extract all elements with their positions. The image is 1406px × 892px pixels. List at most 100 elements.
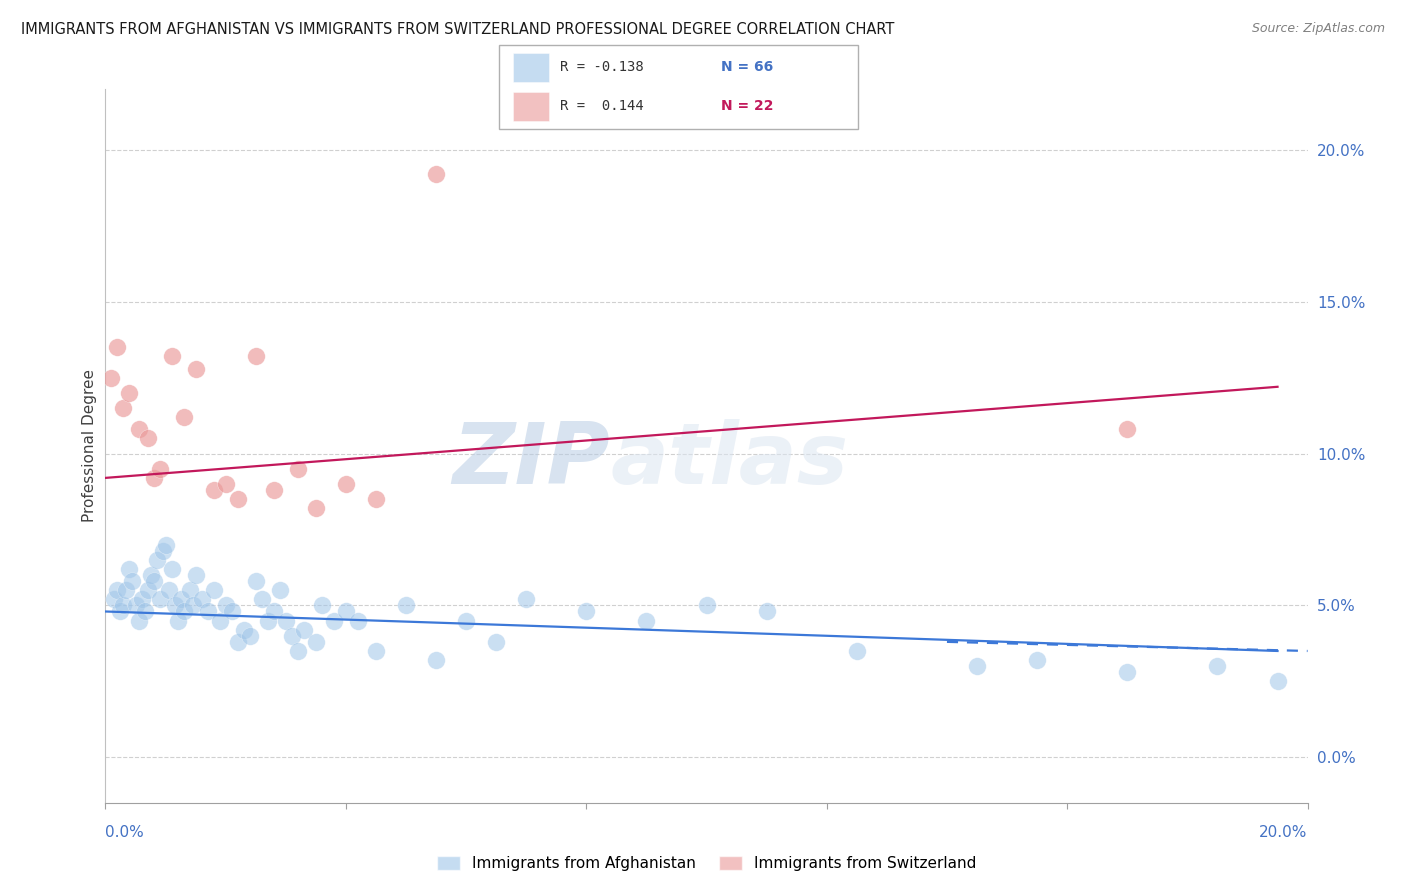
Point xyxy=(226,492,249,507)
Y-axis label: Professional Degree: Professional Degree xyxy=(82,369,97,523)
Point xyxy=(112,599,135,613)
Point xyxy=(112,401,135,415)
Point xyxy=(152,543,174,558)
Point xyxy=(322,614,344,628)
Point xyxy=(136,583,159,598)
Point xyxy=(305,635,328,649)
Point xyxy=(110,605,132,619)
Point xyxy=(1116,665,1139,680)
Point xyxy=(636,614,658,628)
Point xyxy=(118,562,141,576)
Point xyxy=(226,635,249,649)
Point xyxy=(425,167,447,181)
Point xyxy=(364,492,387,507)
Point xyxy=(169,592,191,607)
Point xyxy=(395,599,418,613)
Bar xyxy=(513,92,550,120)
Point xyxy=(173,410,195,425)
Point xyxy=(181,599,204,613)
Point xyxy=(1116,422,1139,436)
Point xyxy=(148,462,170,476)
Text: N = 66: N = 66 xyxy=(721,61,773,74)
Point xyxy=(107,340,129,354)
Point xyxy=(128,614,150,628)
Text: IMMIGRANTS FROM AFGHANISTAN VS IMMIGRANTS FROM SWITZERLAND PROFESSIONAL DEGREE C: IMMIGRANTS FROM AFGHANISTAN VS IMMIGRANT… xyxy=(21,22,894,37)
Point xyxy=(115,583,138,598)
Point xyxy=(456,614,478,628)
FancyBboxPatch shape xyxy=(499,45,858,129)
Point xyxy=(256,614,278,628)
Point xyxy=(134,605,156,619)
Text: ZIP: ZIP xyxy=(453,418,610,502)
Point xyxy=(173,605,195,619)
Point xyxy=(239,629,262,643)
Point xyxy=(179,583,201,598)
Point xyxy=(202,583,225,598)
Point xyxy=(575,605,598,619)
Point xyxy=(515,592,537,607)
Point xyxy=(145,553,167,567)
Point xyxy=(232,623,254,637)
Point xyxy=(163,599,186,613)
Point xyxy=(100,370,122,384)
Text: atlas: atlas xyxy=(610,418,848,502)
Point xyxy=(287,462,309,476)
Point xyxy=(269,583,291,598)
Point xyxy=(335,477,357,491)
Point xyxy=(274,614,297,628)
Point xyxy=(364,644,387,658)
Point xyxy=(157,583,180,598)
Point xyxy=(696,599,718,613)
Point xyxy=(160,562,183,576)
Legend: Immigrants from Afghanistan, Immigrants from Switzerland: Immigrants from Afghanistan, Immigrants … xyxy=(430,850,983,877)
Point xyxy=(131,592,153,607)
Text: 0.0%: 0.0% xyxy=(105,825,145,840)
Point xyxy=(1267,674,1289,689)
Point xyxy=(214,477,236,491)
Text: R = -0.138: R = -0.138 xyxy=(560,61,644,74)
Point xyxy=(160,350,183,364)
Text: N = 22: N = 22 xyxy=(721,100,773,113)
Point xyxy=(136,431,159,445)
Point xyxy=(118,385,141,400)
Point xyxy=(214,599,236,613)
Point xyxy=(292,623,315,637)
Point xyxy=(305,501,328,516)
Point xyxy=(335,605,357,619)
Point xyxy=(287,644,309,658)
Text: R =  0.144: R = 0.144 xyxy=(560,100,644,113)
Point xyxy=(485,635,508,649)
Point xyxy=(166,614,188,628)
Point xyxy=(184,361,207,376)
Point xyxy=(311,599,333,613)
Point xyxy=(250,592,273,607)
Point xyxy=(139,568,162,582)
Point xyxy=(202,483,225,497)
Point xyxy=(425,653,447,667)
Point xyxy=(128,422,150,436)
Point xyxy=(142,471,165,485)
Text: Source: ZipAtlas.com: Source: ZipAtlas.com xyxy=(1251,22,1385,36)
Point xyxy=(121,574,143,588)
Point xyxy=(208,614,231,628)
Point xyxy=(966,659,988,673)
Point xyxy=(107,583,129,598)
Point xyxy=(155,538,177,552)
Point xyxy=(1026,653,1049,667)
Point xyxy=(142,574,165,588)
Point xyxy=(124,599,146,613)
Point xyxy=(245,574,267,588)
Point xyxy=(1206,659,1229,673)
Point xyxy=(197,605,219,619)
Bar xyxy=(513,54,550,82)
Point xyxy=(281,629,304,643)
Point xyxy=(245,350,267,364)
Point xyxy=(755,605,778,619)
Point xyxy=(221,605,243,619)
Point xyxy=(347,614,370,628)
Point xyxy=(263,483,285,497)
Point xyxy=(263,605,285,619)
Point xyxy=(148,592,170,607)
Text: 20.0%: 20.0% xyxy=(1260,825,1308,840)
Point xyxy=(845,644,868,658)
